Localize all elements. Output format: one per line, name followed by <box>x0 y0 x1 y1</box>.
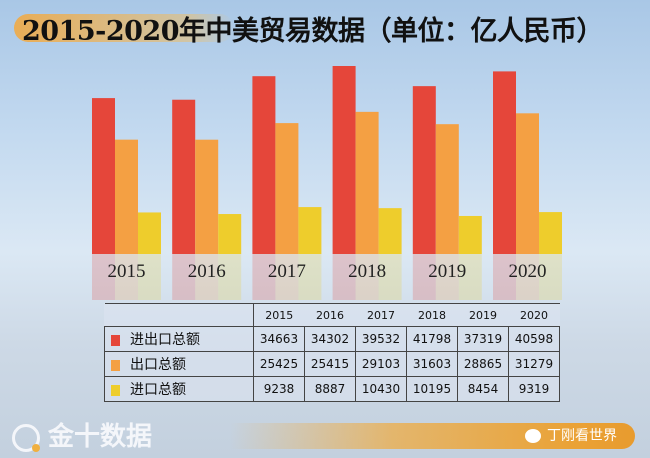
bar-reflection <box>458 254 482 300</box>
series-label: 出口总额 <box>104 351 254 377</box>
bar-reflection <box>252 254 276 300</box>
table-cell-value: 40598 <box>508 326 560 352</box>
table-header-year: 2017 <box>355 303 407 327</box>
table-header-year: 2016 <box>304 303 356 327</box>
bar-reflection <box>516 254 539 300</box>
table-cell-value: 34663 <box>253 326 305 352</box>
footer-bar <box>230 423 635 449</box>
legend-swatch <box>111 359 120 371</box>
bar-reflection <box>275 254 299 300</box>
x-tick-label: 2015 <box>108 261 146 282</box>
table-cell-value: 9319 <box>508 376 560 402</box>
table-row: 出口总额 25425 25415 29103 31603 28865 31279 <box>104 351 560 377</box>
brand-logo-icon <box>12 423 40 452</box>
bar-total-2015 <box>92 98 115 254</box>
x-tick-label: 2020 <box>509 261 547 282</box>
bar-reflection <box>172 254 196 300</box>
wechat-icon <box>525 429 541 443</box>
brand-logo-text: 金十数据 <box>48 422 153 452</box>
table-header-year: 2018 <box>406 303 458 327</box>
legend-swatch <box>111 384 120 396</box>
table-row: 进口总额 9238 8887 10430 10195 8454 9319 <box>104 376 560 402</box>
table-corner <box>104 303 254 327</box>
table-cell-value: 25425 <box>253 351 305 377</box>
bar-reflection <box>92 254 115 300</box>
data-table: 2015 2016 2017 2018 2019 2020 进出口总额 34663 34302… <box>104 303 560 402</box>
x-tick-label: 2017 <box>268 261 306 282</box>
bar-reflection <box>378 254 402 300</box>
x-tick-label: 2016 <box>188 261 226 282</box>
series-name: 进出口总额 <box>130 332 200 348</box>
table-cell-value: 31279 <box>508 351 560 377</box>
bar-reflection <box>435 254 459 300</box>
bar-import-2016 <box>218 214 242 254</box>
table-cell-value: 34302 <box>304 326 356 352</box>
table-cell-value: 10430 <box>355 376 407 402</box>
table-cell-value: 9238 <box>253 376 305 402</box>
bar-export-2016 <box>195 139 219 254</box>
table-cell-value: 25415 <box>304 351 356 377</box>
table-cell-value: 10195 <box>406 376 458 402</box>
table-header-year: 2015 <box>253 303 305 327</box>
series-label: 进口总额 <box>104 376 254 402</box>
watermark: 丁刚看世界 <box>525 425 617 445</box>
series-name: 进口总额 <box>130 382 186 398</box>
x-tick-label: 2019 <box>428 261 466 282</box>
table-cell-value: 31603 <box>406 351 458 377</box>
table-cell-value: 8887 <box>304 376 356 402</box>
bar-total-2018 <box>332 66 356 254</box>
table-cell-value: 29103 <box>355 351 407 377</box>
bar-reflection <box>138 254 161 300</box>
bar-total-2016 <box>172 99 196 254</box>
bar-export-2015 <box>115 139 138 254</box>
bar-export-2018 <box>355 111 379 254</box>
title-highlight <box>14 14 234 42</box>
table-cell-value: 28865 <box>457 351 509 377</box>
bar-export-2019 <box>435 124 459 254</box>
table-header-year: 2019 <box>457 303 509 327</box>
table-cell-value: 37319 <box>457 326 509 352</box>
table-header-row: 2015 2016 2017 2018 2019 2020 <box>104 303 560 327</box>
bar-reflection <box>332 254 356 300</box>
table-cell-value: 41798 <box>406 326 458 352</box>
bar-reflection <box>412 254 436 300</box>
bar-reflection <box>539 254 562 300</box>
table-header-year: 2020 <box>508 303 560 327</box>
watermark-text: 丁刚看世界 <box>547 428 617 444</box>
legend-swatch <box>111 334 120 346</box>
bar-import-2017 <box>298 207 322 254</box>
bar-export-2020 <box>516 113 539 255</box>
brand-logo: 金十数据 <box>12 416 152 453</box>
table-row: 进出口总额 34663 34302 39532 41798 37319 40598 <box>104 326 560 352</box>
bar-import-2015 <box>138 212 161 254</box>
x-tick-label: 2018 <box>348 261 386 282</box>
bar-total-2017 <box>252 76 276 254</box>
bar-reflection <box>355 254 379 300</box>
bar-export-2017 <box>275 123 299 255</box>
series-name: 出口总额 <box>130 357 186 373</box>
table-cell-value: 8454 <box>457 376 509 402</box>
bar-reflection <box>493 254 516 300</box>
series-label: 进出口总额 <box>104 326 254 352</box>
bar-total-2019 <box>412 86 436 254</box>
bar-reflection <box>298 254 322 300</box>
bar-reflection <box>218 254 242 300</box>
bar-reflection <box>195 254 219 300</box>
bar-import-2018 <box>378 208 402 254</box>
bar-chart: 2015 2016 2017 2018 2019 2020 <box>92 66 562 300</box>
bar-import-2020 <box>539 212 562 254</box>
table-cell-value: 39532 <box>355 326 407 352</box>
bar-import-2019 <box>458 215 482 254</box>
chart-title: 2015-2020年中美贸易数据（单位：亿人民币） <box>22 16 604 47</box>
bar-total-2020 <box>493 71 516 254</box>
bar-reflection <box>115 254 138 300</box>
